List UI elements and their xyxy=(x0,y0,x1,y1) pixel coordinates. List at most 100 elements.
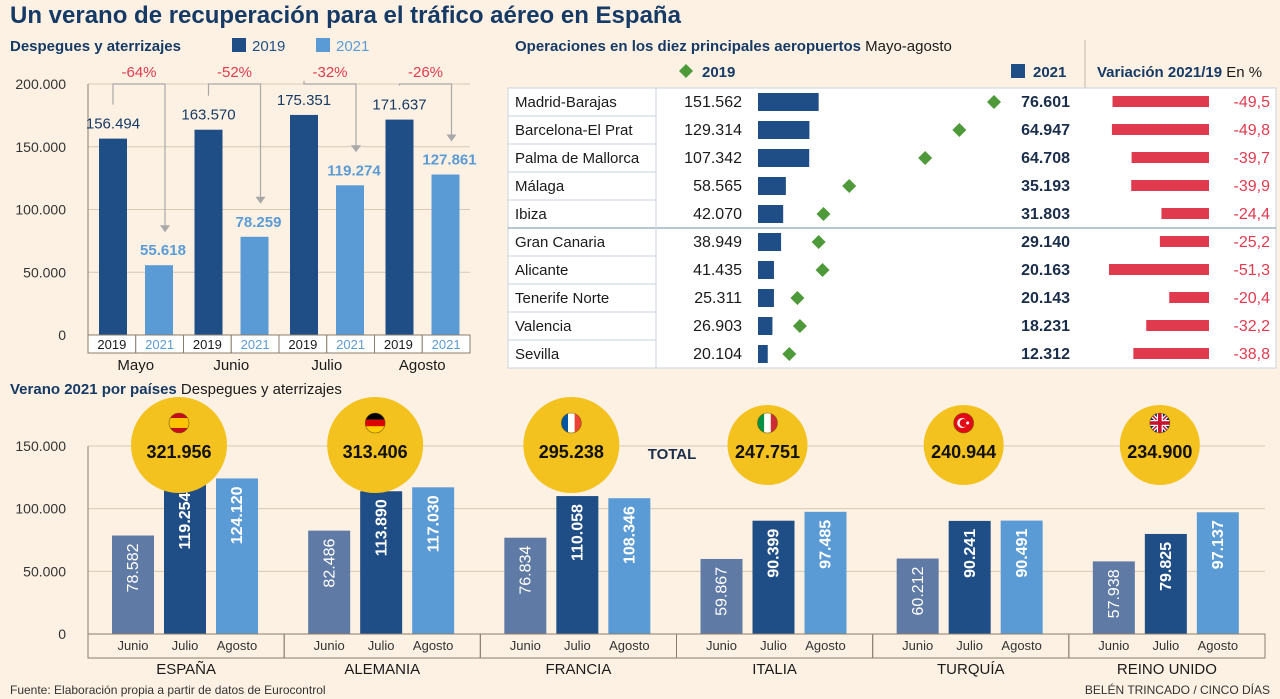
value-2019: 25.311 xyxy=(694,290,742,307)
bar-TURQUÍA-Agosto xyxy=(1000,520,1043,634)
year-tick-box xyxy=(421,334,471,354)
credit-note: BELÉN TRINCADO / CINCO DÍAS xyxy=(1085,682,1270,697)
bar-2021-Agosto xyxy=(431,174,460,335)
arrow-down-icon xyxy=(160,225,170,233)
bar-TURQUÍA-Julio xyxy=(948,520,991,634)
variation-bar xyxy=(1131,152,1209,163)
month-tick: Junio xyxy=(117,638,148,653)
legend-label-2019: 2019 xyxy=(702,64,735,81)
arrow-down-icon xyxy=(446,134,457,142)
value-2019: 41.435 xyxy=(693,262,742,279)
month-tick: Junio xyxy=(706,638,737,653)
bar-ESPAÑA-Agosto xyxy=(216,478,258,634)
month-tick: Agosto xyxy=(413,638,453,653)
bar-ITALIA-Julio xyxy=(752,520,795,634)
value-label: 97.137 xyxy=(1210,520,1227,569)
airports-chart-subtitle: Mayo-agosto xyxy=(861,38,952,55)
month-tick: Agosto xyxy=(217,638,257,653)
month-tick: Agosto xyxy=(805,638,845,653)
variation-value: -49,8 xyxy=(1234,122,1271,139)
month-tick: Julio xyxy=(1152,638,1179,653)
page-title: Un verano de recuperación para el tráfic… xyxy=(10,2,681,29)
bar-2019-Agosto xyxy=(385,119,414,335)
airport-name: Tenerife Norte xyxy=(515,290,609,307)
y-tick-label: 100.000 xyxy=(15,501,66,517)
turkey-flag xyxy=(953,412,974,434)
value-2021: 29.140 xyxy=(1021,234,1070,251)
bar-2021-Julio xyxy=(336,185,364,335)
variation-value: -39,7 xyxy=(1234,150,1271,167)
month-tick: Julio xyxy=(760,638,787,653)
bar-FRANCIA-Agosto xyxy=(608,498,651,634)
value-2019: 107.342 xyxy=(684,150,742,167)
country-name: ALEMANIA xyxy=(344,661,420,678)
monthly-chart-title: Despegues y aterrizajes xyxy=(10,38,181,55)
legend-swatch-2021 xyxy=(1011,64,1025,78)
value-label-2019: 171.637 xyxy=(372,97,426,114)
bar-REINO UNIDO-Agosto xyxy=(1196,512,1239,634)
year-tick-2019: 2019 xyxy=(288,337,317,352)
value-2021: 12.312 xyxy=(1021,346,1070,363)
airport-name: Valencia xyxy=(515,318,572,335)
bar-2021 xyxy=(758,205,784,223)
y-tick-label: 50.000 xyxy=(23,264,66,280)
month-tick: Julio xyxy=(956,638,983,653)
month-label-Mayo: Mayo xyxy=(117,357,154,374)
diamond-marker-2019 xyxy=(918,151,933,165)
diamond-marker-2019 xyxy=(952,123,967,137)
variation-header: Variación 2021/19 En % xyxy=(1097,64,1262,81)
value-label-2019: 156.494 xyxy=(86,116,140,133)
country-axis-box xyxy=(1068,633,1266,659)
change-connector xyxy=(303,80,357,146)
month-tick: Junio xyxy=(902,638,933,653)
airport-name: Sevilla xyxy=(515,346,560,363)
airport-name: Madrid-Barajas xyxy=(515,94,617,111)
y-tick-label: 150.000 xyxy=(15,438,66,454)
y-tick-label: 200.000 xyxy=(15,76,66,92)
bar-2021 xyxy=(758,261,774,279)
value-label: 60.212 xyxy=(910,566,927,615)
total-bubble xyxy=(1119,405,1200,485)
airport-name: Palma de Mallorca xyxy=(515,150,640,167)
value-label-2021: 127.861 xyxy=(422,152,476,169)
change-label: -26% xyxy=(408,64,443,81)
total-value: 240.944 xyxy=(931,442,996,462)
bar-REINO UNIDO-Julio xyxy=(1144,533,1187,634)
variation-bar xyxy=(1109,264,1209,275)
diamond-marker-2019 xyxy=(811,235,826,249)
variation-value: -38,8 xyxy=(1234,346,1271,363)
country-name: TURQUÍA xyxy=(937,661,1005,678)
month-label-Junio: Junio xyxy=(213,357,249,374)
value-2021: 35.193 xyxy=(1021,178,1070,195)
bar-2021 xyxy=(758,317,773,335)
bar-FRANCIA-Junio xyxy=(504,537,547,634)
bar-2021 xyxy=(758,345,768,363)
uk-flag xyxy=(1149,412,1171,434)
value-label: 76.834 xyxy=(518,546,535,595)
value-2021: 64.708 xyxy=(1021,150,1070,167)
variation-bar xyxy=(1131,180,1209,191)
airports-chart: Operaciones en los diez principales aero… xyxy=(507,38,1277,369)
total-label: TOTAL xyxy=(648,446,697,463)
variation-bar xyxy=(1159,236,1209,247)
diamond-marker-2019 xyxy=(790,291,805,305)
month-tick: Agosto xyxy=(1198,638,1238,653)
year-tick-2021: 2021 xyxy=(432,337,461,352)
y-tick-label: 0 xyxy=(58,626,66,642)
value-2021: 18.231 xyxy=(1021,318,1070,335)
value-2019: 151.562 xyxy=(684,94,742,111)
value-2019: 20.104 xyxy=(693,346,742,363)
variation-bar xyxy=(1161,208,1209,219)
value-label: 57.938 xyxy=(1106,569,1123,618)
change-connector xyxy=(112,83,166,226)
country-name: ITALIA xyxy=(752,661,797,678)
bar-2019-Julio xyxy=(290,114,318,335)
total-value: 321.956 xyxy=(146,442,211,462)
legend-label-2021: 2021 xyxy=(336,38,369,55)
y-tick-label: 0 xyxy=(58,327,66,343)
value-2021: 31.803 xyxy=(1021,206,1070,223)
bar-2021 xyxy=(758,121,810,139)
month-tick: Julio xyxy=(172,638,199,653)
month-tick: Julio xyxy=(368,638,395,653)
